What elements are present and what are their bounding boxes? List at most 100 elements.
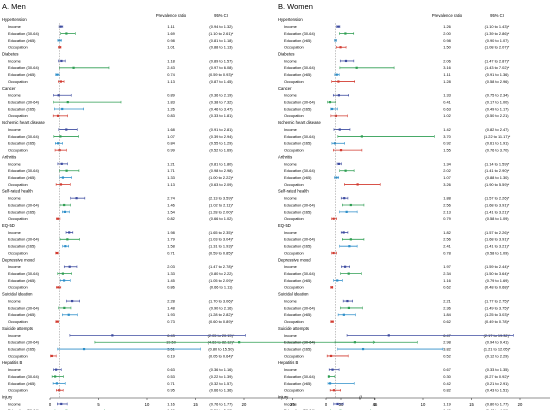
prevalence-ratio-value: 2.98 <box>443 340 451 345</box>
prevalence-ratio-value: 1.97 <box>443 264 451 269</box>
row-label: Income <box>8 196 21 201</box>
prevalence-ratio-value: 0.92 <box>443 141 451 146</box>
prevalence-ratio-value: 1.83 <box>167 100 175 105</box>
prevalence-ratio-value: 0.89 <box>167 93 175 98</box>
prevalence-ratio-value: 1.54 <box>167 209 175 214</box>
ci-value: (0.76 to 3.70) <box>485 148 509 153</box>
ci-value: (1.77 to 2.75)* <box>485 298 510 303</box>
ci-value: (0.58 to 1.09) <box>485 216 509 221</box>
row-label: Occupation <box>284 285 304 290</box>
row-label: Occupation <box>284 216 304 221</box>
prevalence-ratio-value: 1.82 <box>443 230 451 235</box>
point-estimate <box>336 74 338 76</box>
row-label: Occupation <box>8 388 28 393</box>
point-estimate <box>332 252 334 254</box>
prevalence-ratio-value: 1.13 <box>167 79 175 84</box>
x-tick-label: 15 <box>193 402 198 407</box>
ci-value: (0.43 to 1.51) <box>485 388 509 393</box>
prevalence-ratio-value: 1.26 <box>443 24 451 29</box>
row-label: Education (≥65) <box>8 312 36 317</box>
point-estimate <box>331 369 333 371</box>
point-estimate <box>340 149 342 151</box>
row-label: Income <box>284 161 297 166</box>
prevalence-ratio-value: 1.01 <box>167 45 175 50</box>
x-tick-label: 0 <box>49 402 52 407</box>
point-estimate <box>339 46 341 48</box>
point-estimate <box>346 300 348 302</box>
row-label: Education (≥65) <box>284 312 312 317</box>
ci-value: (0.80 to 2.22) <box>209 271 233 276</box>
prevalence-ratio-value: 1.55 <box>443 148 451 153</box>
point-estimate <box>330 355 332 357</box>
prevalence-ratio-value: 2.13 <box>443 209 451 214</box>
ci-value: (1.65 to 2.35)* <box>209 230 234 235</box>
prevalence-ratio-value: 0.82 <box>443 388 451 393</box>
prevalence-ratio-value: 1.18 <box>167 58 175 63</box>
row-label: Occupation <box>284 250 304 255</box>
prevalence-ratio-value: 2.28 <box>167 298 175 303</box>
x-tick-label: 20 <box>242 402 247 407</box>
ci-value: (2.13 to 3.59)* <box>209 196 234 201</box>
point-estimate <box>63 279 65 281</box>
row-label: Income <box>8 24 21 29</box>
group-label: Cancer <box>278 86 292 91</box>
ci-value: (0.90 to 1.07) <box>485 38 509 43</box>
prevalence-ratio-value: 1.13 <box>167 182 175 187</box>
prevalence-ratio-value: 0.63 <box>167 367 175 372</box>
point-estimate <box>338 163 340 165</box>
group-label: Depressive mood <box>2 257 35 262</box>
prevalence-ratio-value: 0.98 <box>443 38 451 43</box>
point-estimate <box>339 128 341 130</box>
prevalence-ratio-value: 1.45 <box>167 278 175 283</box>
row-label: Education (≥65) <box>8 72 36 77</box>
ci-value: (0.88 to 1.30) <box>485 175 509 180</box>
prevalence-ratio-value: 2.21 <box>443 298 451 303</box>
ci-value: (1.14 to 1.59)* <box>485 161 510 166</box>
ci-value: (0.55 to 1.29) <box>209 141 233 146</box>
prevalence-ratio-value: 2.56 <box>443 202 451 207</box>
x-tick-label: 20 <box>518 402 523 407</box>
x-tick-label: 5 <box>97 402 100 407</box>
point-estimate <box>356 67 358 69</box>
ci-value: (1.57 to 2.26)* <box>485 196 510 201</box>
ci-value: (0.49 to 0.78)* <box>485 319 510 324</box>
row-label: Education (≥65) <box>8 278 36 283</box>
ci-value: (1.02 to 2.11)* <box>209 202 234 207</box>
point-estimate <box>58 94 60 96</box>
ci-value: (0.36 to 1.16) <box>209 367 233 372</box>
row-label: Occupation <box>8 319 28 324</box>
point-estimate <box>344 32 346 34</box>
row-label: Education (30-64) <box>8 374 40 379</box>
ci-value: (0.91 to 1.36) <box>485 72 509 77</box>
point-estimate <box>83 348 85 350</box>
point-estimate <box>348 307 350 309</box>
prevalence-ratio-value: 1.42 <box>443 127 451 132</box>
prevalence-ratio-value: 1.16 <box>167 401 175 406</box>
row-label: Education (30-64) <box>8 31 40 36</box>
prevalence-ratio-value: 1.26 <box>167 106 175 111</box>
x-tick-label: 15 <box>469 402 474 407</box>
group-label: Self-rated health <box>2 189 33 194</box>
prevalence-ratio-value: 0.79 <box>443 216 451 221</box>
ci-value: (0.81 to 1.80) <box>209 161 233 166</box>
prevalence-ratio-value: 0.71 <box>167 250 175 255</box>
ci-value: (0.76 to 1.77) <box>209 401 233 406</box>
prevalence-ratio-value: 0.52 <box>443 353 451 358</box>
row-label: Education (≥65) <box>8 244 36 249</box>
row-label: Income <box>284 367 297 372</box>
point-estimate <box>56 252 58 254</box>
point-estimate <box>67 101 69 103</box>
ci-value: (0.98 to 2.98) <box>209 168 233 173</box>
row-label: Income <box>284 298 297 303</box>
ci-value: (0.94 to 9.41) <box>485 340 509 345</box>
point-estimate <box>331 321 333 323</box>
point-estimate <box>54 375 56 377</box>
prevalence-ratio-value: 2.00 <box>443 31 451 36</box>
ci-value: (0.50 to 2.21) <box>485 113 509 118</box>
prevalence-ratio-value: 1.93 <box>167 312 175 317</box>
row-label: Occupation <box>8 148 28 153</box>
row-label: Income <box>284 333 297 338</box>
ci-value: (0.90 to 2.16) <box>209 305 233 310</box>
point-estimate <box>337 80 339 82</box>
prevalence-ratio-value: 2.41 <box>443 244 451 249</box>
